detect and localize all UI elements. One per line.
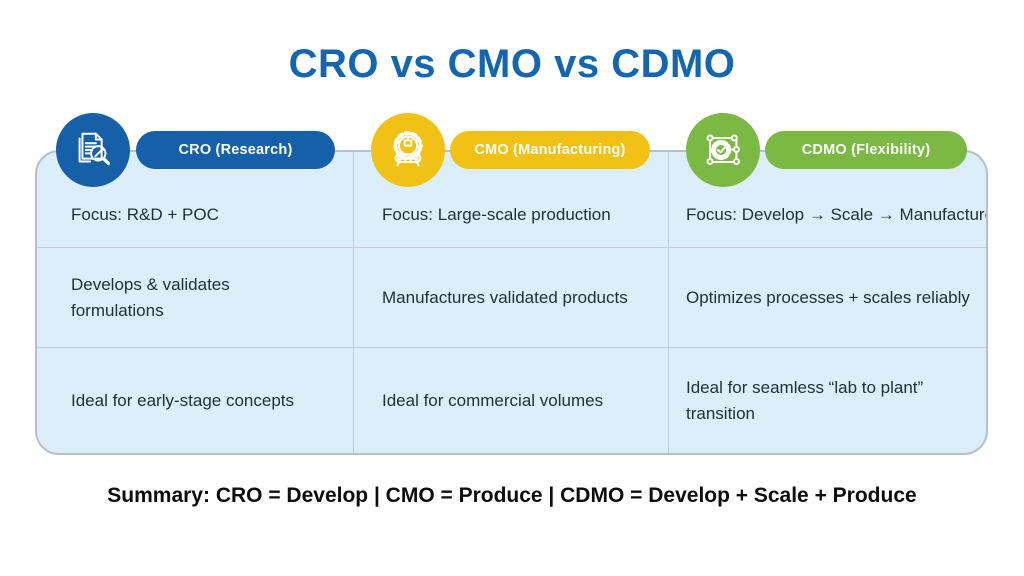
cro-focus-cell: Focus: R&D + POC (37, 152, 354, 248)
cro-focus-text: Focus: R&D + POC (71, 204, 219, 224)
cdmo-role-text: Optimizes processes + scales reliably (686, 287, 970, 307)
cro-role-text: Develops & validates formulations (71, 274, 230, 320)
cdmo-focus-cell: Focus: Develop → Scale → Manufacture (669, 152, 988, 248)
comparison-table: Focus: R&D + POC Focus: Large-scale prod… (35, 150, 988, 455)
cdmo-ideal-text: Ideal for seamless “lab to plant” transi… (686, 377, 924, 423)
cdmo-ideal-cell: Ideal for seamless “lab to plant” transi… (669, 348, 986, 453)
cmo-role-text: Manufactures validated products (382, 287, 628, 307)
cmo-ideal-text: Ideal for commercial volumes (382, 390, 604, 410)
cdmo-role-cell: Optimizes processes + scales reliably (669, 248, 986, 348)
cro-ideal-text: Ideal for early-stage concepts (71, 390, 295, 410)
cmo-role-cell: Manufactures validated products (354, 248, 669, 348)
cro-ideal-cell: Ideal for early-stage concepts (37, 348, 354, 453)
cmo-focus-text: Focus: Large-scale production (382, 204, 611, 224)
page-title: CRO vs CMO vs CDMO (288, 42, 736, 86)
summary-line: Summary: CRO = Develop | CMO = Produce |… (107, 484, 917, 507)
cro-role-cell: Develops & validates formulations (37, 248, 354, 348)
cmo-focus-cell: Focus: Large-scale production (354, 152, 669, 248)
cdmo-focus-text: Focus: Develop → Scale → Manufacture (686, 204, 988, 224)
cmo-ideal-cell: Ideal for commercial volumes (354, 348, 669, 453)
